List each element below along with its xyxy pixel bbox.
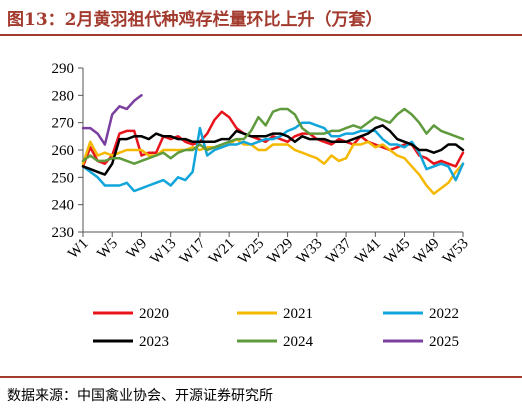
y-tick-label: 230 <box>52 225 75 241</box>
legend-label-2025: 2025 <box>429 334 459 350</box>
x-tick-label: W29 <box>265 236 297 268</box>
x-tick-label: W45 <box>381 236 413 268</box>
series-line-2025 <box>81 94 143 146</box>
x-tick-label: W41 <box>352 236 384 268</box>
chart-title: 图13：2月黄羽祖代种鸡存栏量环比上升（万套） <box>7 10 383 30</box>
y-tick-label: 290 <box>52 61 75 77</box>
series-layer <box>81 94 465 195</box>
y-tick-label: 280 <box>52 88 75 104</box>
x-tick-label: W25 <box>235 236 267 268</box>
y-tick-label: 250 <box>52 170 75 186</box>
series-line-2021 <box>81 137 465 195</box>
x-tick-label: W53 <box>440 236 472 268</box>
legend-label-2023: 2023 <box>139 334 169 350</box>
y-tick-label: 240 <box>52 198 75 214</box>
legend-label-2024: 2024 <box>283 334 314 350</box>
x-tick-label: W49 <box>411 236 443 268</box>
x-tick-label: W13 <box>148 236 180 268</box>
x-tick-label: W21 <box>206 236 238 268</box>
series-line-2023 <box>81 124 465 176</box>
y-tick-label: 260 <box>52 143 75 159</box>
y-tick-label: 270 <box>52 116 75 132</box>
source-bar: 数据来源：中国禽业协会、开源证券研究所 <box>0 376 522 408</box>
x-tick-label: W17 <box>177 235 209 267</box>
x-tick-label: W9 <box>124 236 151 263</box>
x-tick-label: W37 <box>323 235 355 267</box>
legend-label-2022: 2022 <box>429 306 459 322</box>
series-line-2022 <box>81 121 465 193</box>
title-bar: 图13：2月黄羽祖代种鸡存栏量环比上升（万套） <box>0 0 522 36</box>
x-tick-label: W5 <box>94 236 121 263</box>
legend-label-2020: 2020 <box>139 306 169 322</box>
legend-label-2021: 2021 <box>283 306 313 322</box>
source-note: 数据来源：中国禽业协会、开源证券研究所 <box>7 388 273 404</box>
legend: 2020 2021 2022 2023 2024 2025 <box>93 306 459 350</box>
series-line-2024 <box>81 107 465 165</box>
x-tick-label: W33 <box>294 236 326 268</box>
